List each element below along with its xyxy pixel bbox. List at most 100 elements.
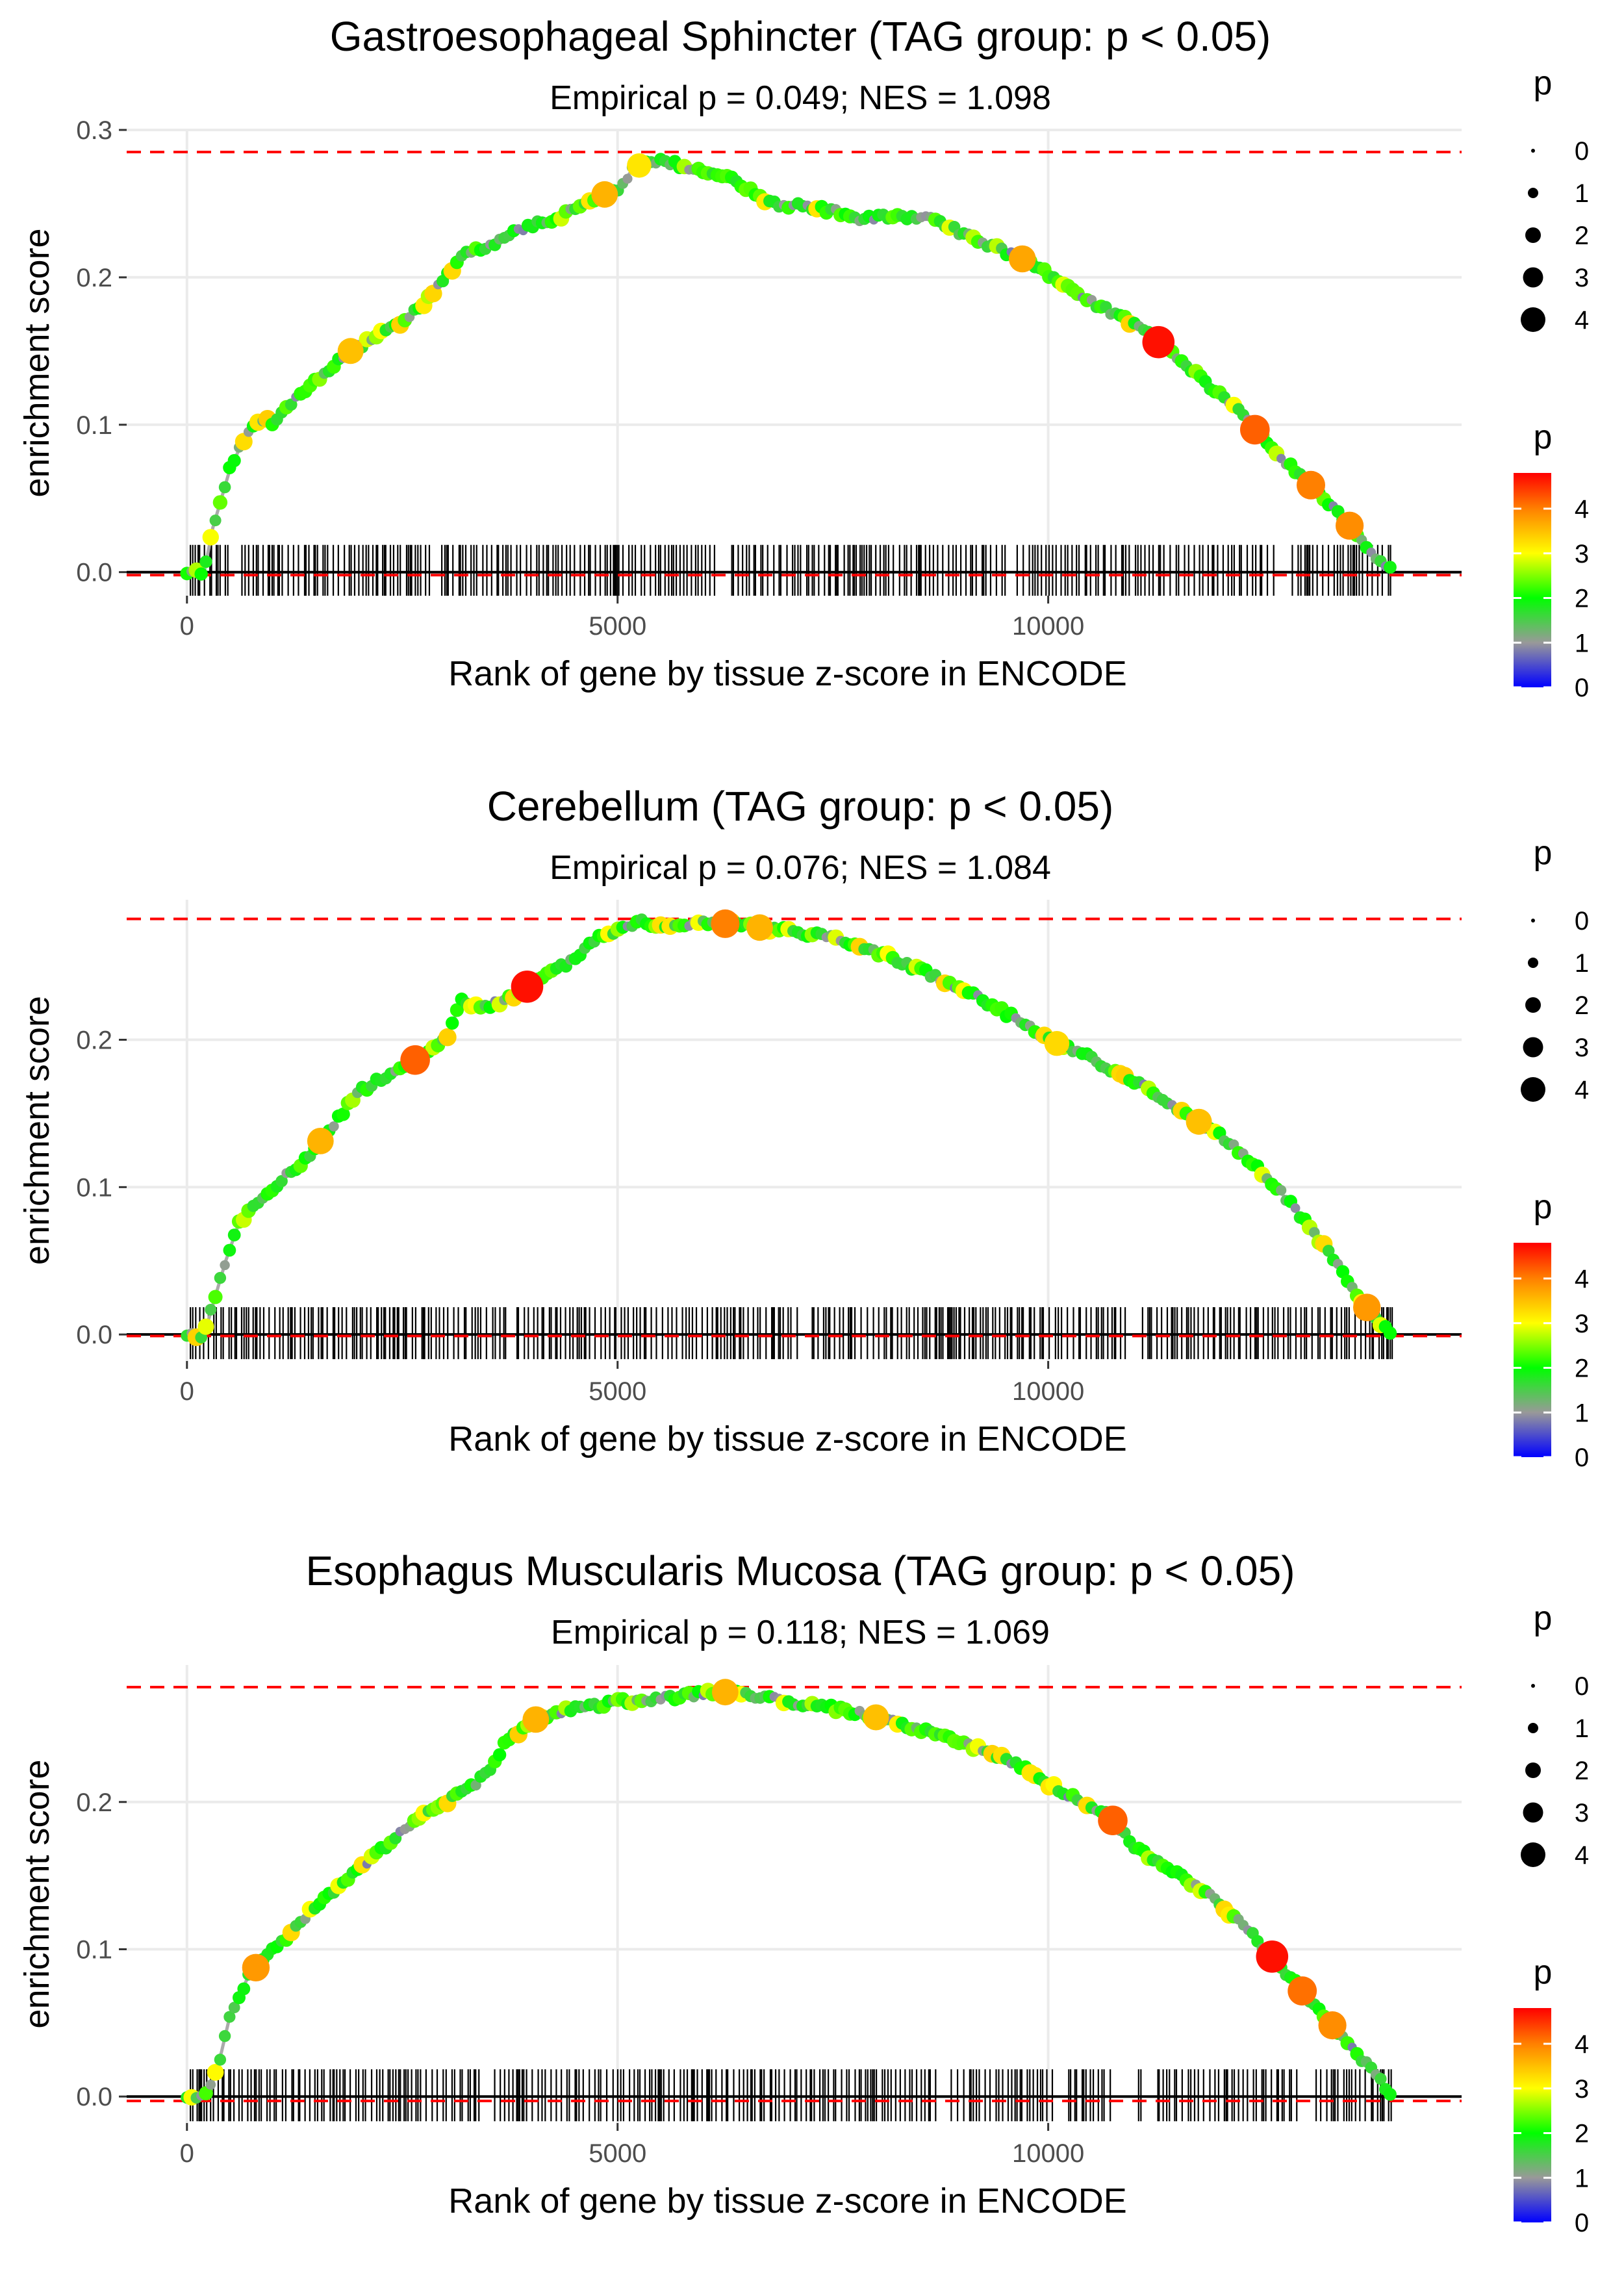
gene-points [181,1679,1397,2106]
x-axis-label: Rank of gene by tissue z-score in ENCODE [448,1419,1126,1458]
x-tick-label: 10000 [1012,2139,1084,2168]
plot-area [127,151,1462,596]
highlight-point [746,914,773,941]
gene-point [194,567,208,581]
gene-point [208,1290,223,1304]
highlight-point [1288,1976,1317,2006]
highlight-point [1098,1805,1128,1835]
gene-point [492,1748,507,1762]
chart-panel-1: Gastroesophageal Sphincter (TAG group: p… [18,13,1589,702]
color-legend-label: 2 [1575,1355,1589,1383]
x-axis-label: Rank of gene by tissue z-score in ENCODE [448,654,1126,693]
y-tick-label: 0.1 [76,1173,112,1202]
highlight-point [1297,470,1325,500]
gene-point [470,1779,481,1791]
highlight-point [627,153,652,178]
size-legend-label: 4 [1575,1076,1589,1104]
gene-point [199,2086,213,2101]
gene-point [205,2080,216,2090]
y-tick-label: 0.0 [76,559,112,587]
highlight-point [1353,1293,1381,1321]
gene-point [622,173,633,184]
y-tick-label: 0.1 [76,411,112,440]
size-legend-key [1528,958,1538,968]
highlight-point [1009,245,1036,273]
x-axis-label: Rank of gene by tissue z-score in ENCODE [448,2182,1126,2220]
chart-title: Cerebellum (TAG group: p < 0.05) [487,783,1114,830]
gene-point [199,555,212,568]
gene-point [438,1028,457,1047]
highlight-point [711,909,740,938]
highlight-point [511,971,544,1003]
x-tick-label: 10000 [1012,612,1084,641]
size-legend-key [1525,997,1541,1013]
chart-subtitle: Empirical p = 0.076; NES = 1.084 [550,849,1051,887]
highlight-point [1044,1031,1070,1056]
gene-point [1290,1203,1300,1214]
x-tick-label: 5000 [589,612,646,641]
es-curve [186,157,1394,574]
color-legend-label: 2 [1575,585,1589,613]
chart-title: Esophagus Muscularis Mucosa (TAG group: … [305,1547,1295,1594]
highlight-point [591,181,618,208]
gene-point [214,2054,227,2066]
gene-point [329,1121,339,1132]
gene-point [1276,1185,1287,1196]
chart-subtitle: Empirical p = 0.049; NES = 1.098 [550,79,1051,117]
color-legend-label: 3 [1575,2075,1589,2104]
y-axis-label: enrichment score [18,228,57,497]
gene-points [180,153,1397,581]
gene-point [227,1228,241,1241]
size-legend-label: 2 [1575,222,1589,250]
color-legend-title: p [1534,418,1553,456]
color-legend-label: 4 [1575,1265,1589,1293]
chart-title: Gastroesophageal Sphincter (TAG group: p… [330,13,1271,60]
gene-points [181,909,1397,1347]
size-legend-label: 2 [1575,991,1589,1020]
size-legend-label: 1 [1575,949,1589,978]
x-tick-label: 0 [180,612,194,641]
size-legend-key [1531,149,1535,153]
y-tick-label: 0.0 [76,1321,112,1349]
plot-area [127,909,1462,1360]
highlight-point [1336,511,1364,540]
x-tick-label: 5000 [589,2139,646,2168]
gene-point [218,2029,231,2042]
y-tick-label: 0.2 [76,1788,112,1817]
color-legend-label: 4 [1575,2030,1589,2059]
size-legend-label: 1 [1575,179,1589,208]
x-tick-label: 5000 [589,1377,646,1406]
size-legend-label: 1 [1575,1714,1589,1743]
gene-point [202,529,219,546]
highlight-point [1256,1940,1289,1973]
size-legend-key [1521,307,1545,332]
legend: p 0 1 2 3 4 p 4 3 2 1 0 [1514,64,1589,702]
size-legend-label: 0 [1575,137,1589,166]
size-legend-key [1521,1077,1545,1102]
gene-point [1383,1326,1397,1340]
y-tick-label: 0.1 [76,1936,112,1965]
color-legend-label: 2 [1575,2120,1589,2148]
gene-point [1375,2072,1387,2085]
highlight-point [522,1706,550,1733]
size-legend-label: 3 [1575,1799,1589,1827]
size-legend-key [1525,1762,1541,1778]
highlight-point [400,1045,430,1075]
gene-point [207,2064,224,2081]
color-legend-label: 3 [1575,540,1589,568]
size-legend-key [1525,227,1541,243]
y-tick-label: 0.0 [76,2083,112,2111]
gene-point [235,433,253,451]
color-legend-label: 4 [1575,495,1589,524]
color-legend-title: p [1534,1188,1553,1226]
gene-point [336,1107,350,1121]
size-legend-key [1531,1684,1535,1688]
gene-point [1322,1245,1335,1257]
highlight-point [1240,414,1270,445]
size-legend-title: p [1534,64,1553,102]
size-legend-label: 0 [1575,1672,1589,1701]
gene-point [209,515,222,527]
highlight-point [1142,325,1175,359]
